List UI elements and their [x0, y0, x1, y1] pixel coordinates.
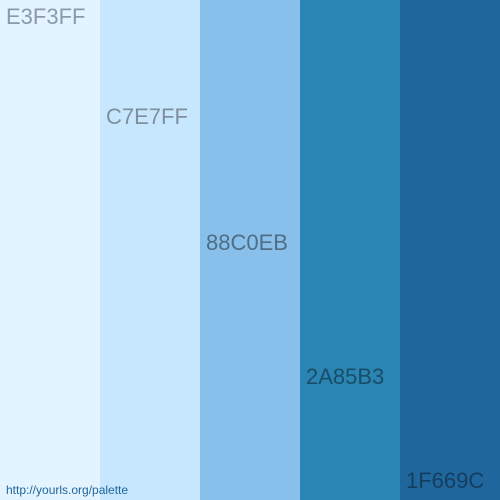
palette-url-link[interactable]: http://yourls.org/palette: [6, 483, 129, 497]
swatch-3: 88C0EB: [200, 0, 300, 500]
swatch-4-hex-label: 2A85B3: [306, 364, 385, 389]
swatch-1: E3F3FF: [0, 0, 100, 500]
swatch-3-hex-label: 88C0EB: [206, 230, 288, 255]
swatch-4: 2A85B3: [300, 0, 400, 500]
swatch-2: C7E7FF: [100, 0, 200, 500]
swatch-5: 1F669C: [400, 0, 500, 500]
swatch-5-hex-label: 1F669C: [406, 468, 485, 493]
swatch-1-hex-label: E3F3FF: [6, 4, 86, 29]
swatch-2-hex-label: C7E7FF: [106, 104, 188, 129]
